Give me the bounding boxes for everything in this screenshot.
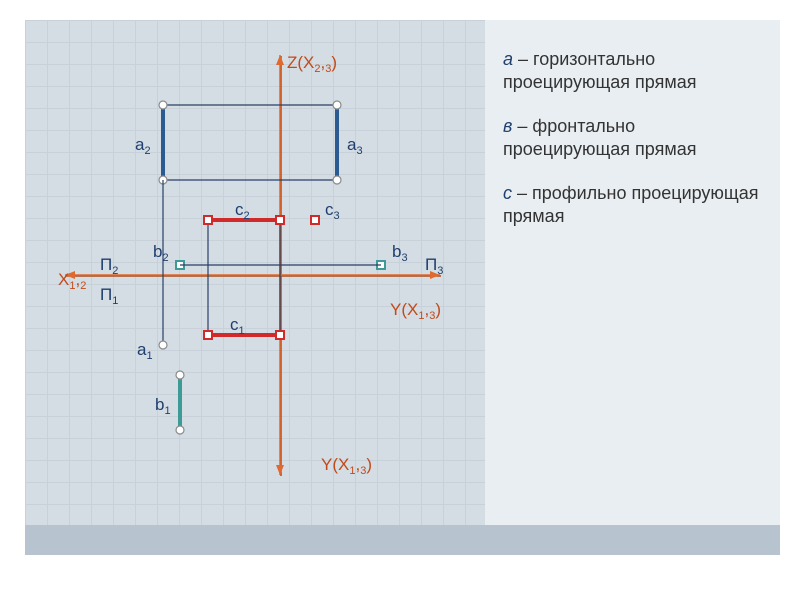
diagram-panel: Z(X2,3)X1,2Y(X1,3)Y(X1,3)П2П1П3a2a3a1b1b… xyxy=(25,20,485,525)
legend-item-c: с – профильно проецирующая прямая xyxy=(503,182,762,229)
svg-text:c2: c2 xyxy=(235,200,250,222)
legend-panel: a – горизонтально проецирующая прямая в … xyxy=(485,20,780,525)
svg-text:Y(X1,3): Y(X1,3) xyxy=(321,455,372,477)
legend-text-a: – горизонтально проецирующая прямая xyxy=(503,49,696,92)
svg-text:a3: a3 xyxy=(347,135,363,157)
legend-key-c: с xyxy=(503,183,512,203)
footer-bar xyxy=(25,525,780,555)
svg-text:П1: П1 xyxy=(100,285,118,307)
svg-text:a1: a1 xyxy=(137,340,153,362)
svg-text:b2: b2 xyxy=(153,242,169,264)
svg-text:a2: a2 xyxy=(135,135,151,157)
svg-text:Z(X2,3): Z(X2,3) xyxy=(287,53,337,75)
svg-text:c1: c1 xyxy=(230,315,245,337)
legend-item-b: в – фронтально проецирующая прямая xyxy=(503,115,762,162)
svg-text:b1: b1 xyxy=(155,395,171,417)
legend-item-a: a – горизонтально проецирующая прямая xyxy=(503,48,762,95)
legend-text-b: – фронтально проецирующая прямая xyxy=(503,116,696,159)
svg-text:Y(X1,3): Y(X1,3) xyxy=(390,300,441,322)
legend-text-c: – профильно проецирующая прямая xyxy=(503,183,759,226)
legend-key-a: a xyxy=(503,49,513,69)
projection-diagram: Z(X2,3)X1,2Y(X1,3)Y(X1,3)П2П1П3a2a3a1b1b… xyxy=(25,20,485,525)
svg-text:П2: П2 xyxy=(100,255,118,277)
legend-key-b: в xyxy=(503,116,512,136)
svg-text:b3: b3 xyxy=(392,242,408,264)
svg-text:П3: П3 xyxy=(425,255,443,277)
svg-text:c3: c3 xyxy=(325,200,340,222)
